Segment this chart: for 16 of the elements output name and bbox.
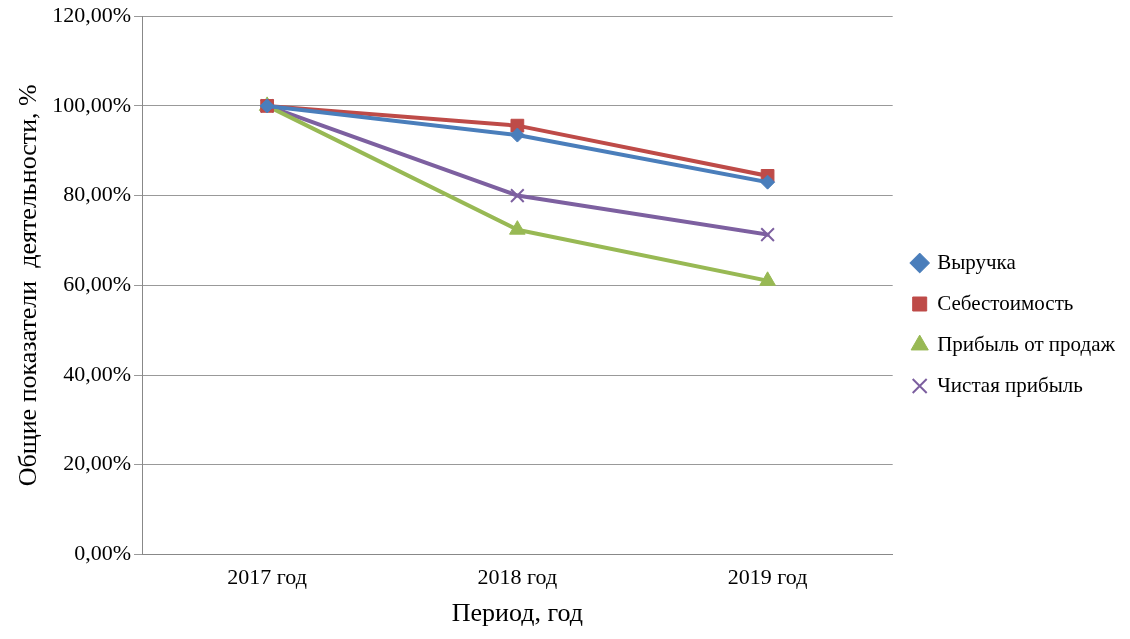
legend-label: Чистая прибыль — [937, 372, 1083, 397]
y-tick-label: 40,00% — [63, 360, 132, 386]
y-tick-label: 60,00% — [63, 271, 132, 297]
y-tick-label: 80,00% — [63, 181, 132, 207]
x-tick-label: 2017 год — [227, 564, 307, 590]
legend-label: Выручка — [937, 249, 1017, 274]
x-tick-label: 2018 год — [477, 564, 558, 590]
legend-label: Прибыль от продаж — [937, 331, 1116, 356]
x-tick-label: 2019 год — [727, 564, 808, 590]
y-tick-label: 20,00% — [63, 450, 132, 476]
y-tick-label: 120,00% — [52, 1, 132, 27]
y-axis-title: Общие показатели деятельности, % — [13, 84, 43, 487]
legend-label: Себестоимость — [937, 290, 1074, 315]
x-axis-title: Период, год — [451, 598, 583, 628]
y-tick-label: 100,00% — [52, 91, 132, 117]
y-tick-label: 0,00% — [74, 540, 132, 566]
